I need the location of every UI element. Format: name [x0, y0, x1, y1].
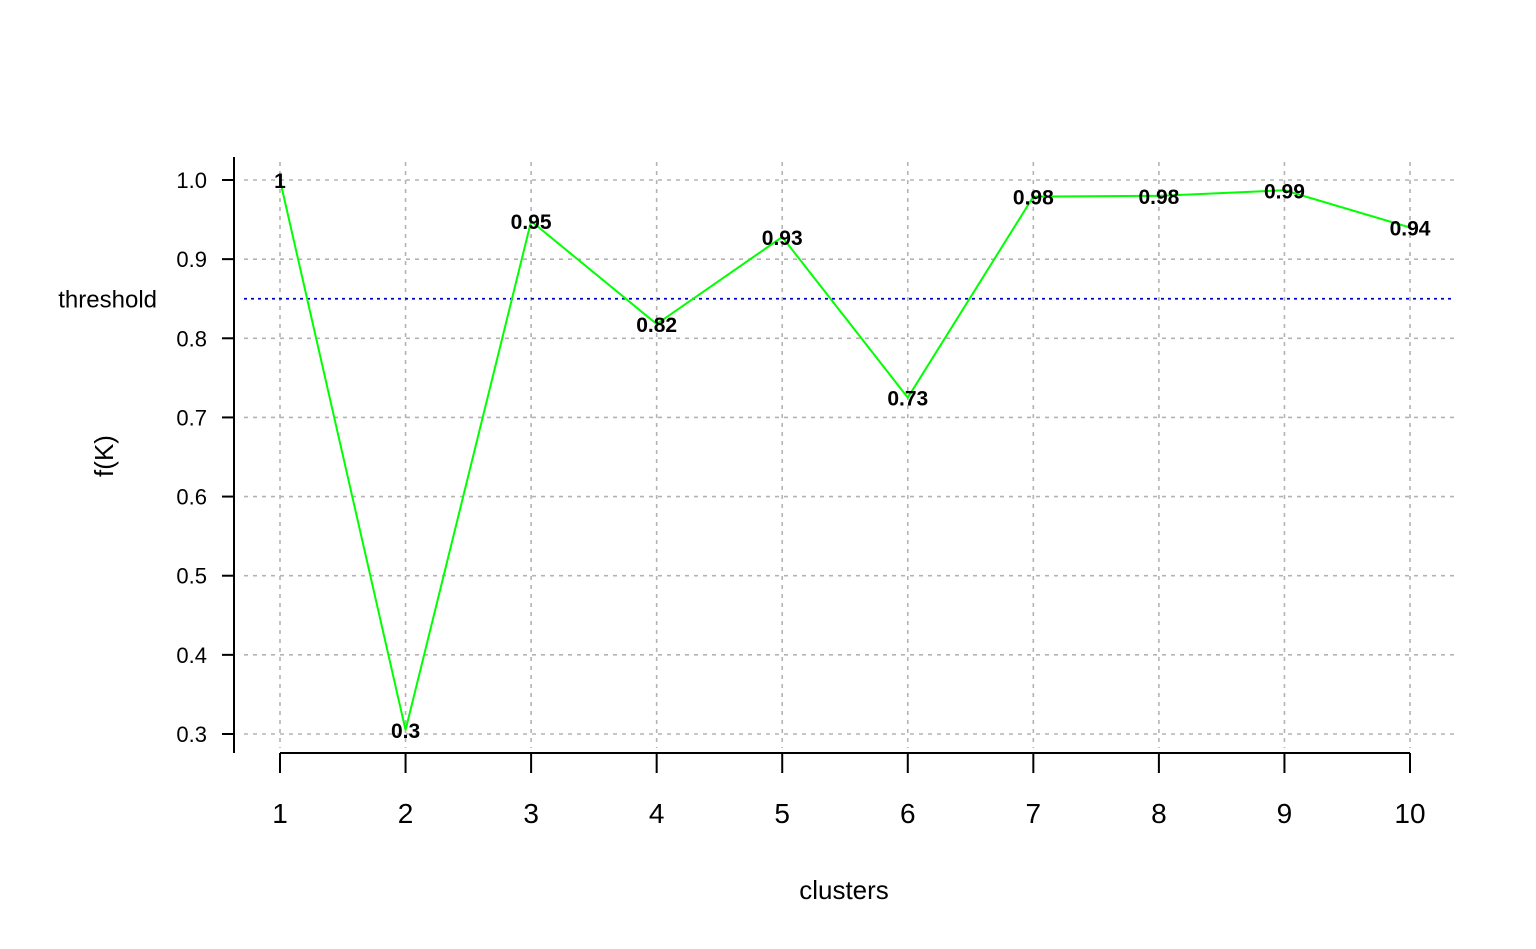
x-tick-label: 1 [272, 798, 288, 829]
threshold-layer: threshold [58, 287, 1455, 314]
x-tick-label: 5 [774, 798, 790, 829]
x-axis-title: clusters [799, 875, 889, 905]
grid-layer [244, 162, 1455, 748]
axes-layer [233, 157, 1410, 754]
y-axis-ticks: 0.3 0.4 0.5 0.6 0.7 0.8 0.9 1.0 [176, 168, 234, 747]
y-axis-title: f(K) [89, 435, 119, 477]
x-tick-label: 6 [900, 798, 916, 829]
data-labels: 1 0.3 0.95 0.82 0.93 0.73 0.98 0.98 0.99 0.94 [274, 170, 1431, 743]
x-tick-label: 10 [1394, 798, 1425, 829]
y-tick-label: 0.6 [176, 485, 207, 510]
data-label: 0.3 [391, 720, 420, 743]
data-label: 0.95 [511, 211, 552, 234]
x-tick-label: 8 [1151, 798, 1167, 829]
x-tick-label: 9 [1277, 798, 1293, 829]
data-label: 0.98 [1013, 187, 1054, 210]
x-axis-ticks: 1 2 3 4 5 6 7 8 9 10 [272, 753, 1426, 829]
series-line [279, 179, 1411, 731]
data-label: 0.99 [1264, 180, 1305, 203]
y-tick-label: 0.8 [176, 326, 207, 351]
data-label: 0.93 [762, 227, 803, 250]
y-tick-label: 1.0 [176, 168, 207, 193]
y-tick-label: 0.3 [176, 722, 207, 747]
y-tick-label: 0.9 [176, 247, 207, 272]
x-tick-label: 4 [649, 798, 665, 829]
threshold-label: threshold [58, 287, 157, 314]
y-tick-label: 0.5 [176, 564, 207, 589]
x-tick-label: 3 [523, 798, 539, 829]
data-label: 0.82 [636, 314, 677, 337]
data-label: 1 [274, 170, 286, 193]
x-tick-label: 2 [398, 798, 414, 829]
x-tick-label: 7 [1026, 798, 1042, 829]
data-label: 0.94 [1390, 217, 1431, 240]
y-tick-label: 0.4 [176, 643, 207, 668]
data-label: 0.98 [1138, 186, 1179, 209]
y-tick-label: 0.7 [176, 405, 207, 430]
data-label: 0.73 [887, 388, 928, 411]
